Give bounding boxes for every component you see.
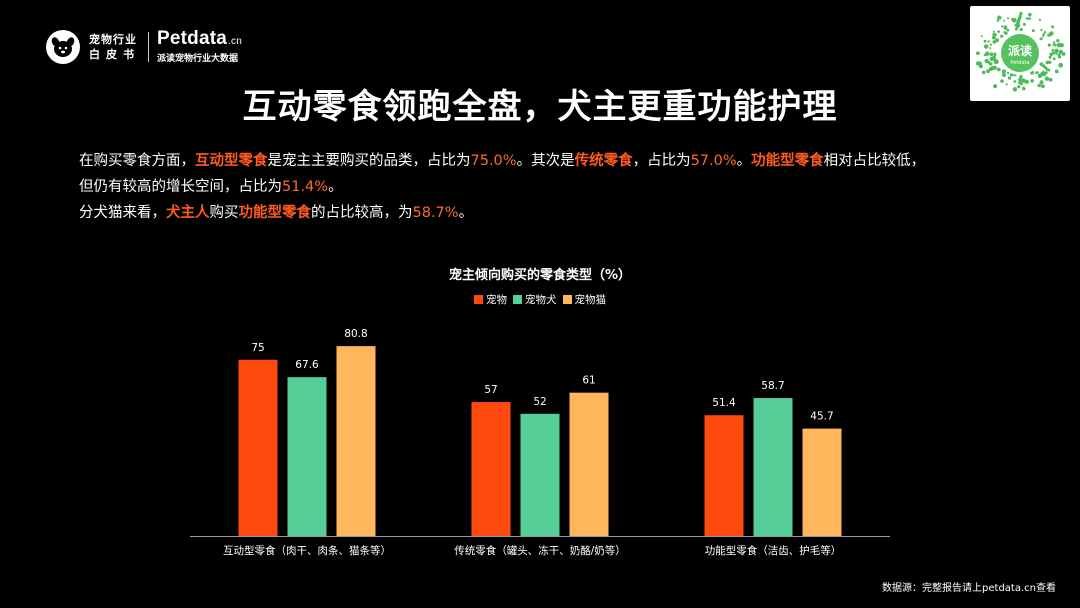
logo-divider (148, 32, 149, 62)
bar-dog-1 (520, 413, 560, 536)
description-text: 。 (328, 179, 343, 195)
brand-block: Petdata.cn 派读宠物行业大数据 (157, 29, 242, 65)
logo-line-1: 宠物行业 (89, 33, 137, 46)
description-text: 购买 (209, 205, 239, 221)
bar-dog-2 (753, 398, 793, 536)
legend-item-dog: 宠物犬 (513, 292, 557, 307)
data-label-pet-1: 57 (484, 384, 497, 396)
brand-logo: 宠物行业 白皮书 Petdata.cn 派读宠物行业大数据 (46, 29, 242, 65)
bar-dog-0 (287, 377, 327, 536)
description: 在购买零食方面，互动型零食是宠主主要购买的品类，占比为75.0%。其次是传统零食… (79, 148, 1019, 226)
highlight-number: 58.7% (412, 205, 459, 221)
bar-cat-2 (802, 428, 842, 536)
x-tick-label-1: 传统零食（罐头、冻干、奶酪/奶等） (454, 544, 626, 557)
highlight-number: 57.0% (690, 153, 737, 169)
qr-code[interactable]: 派读 Petdata (970, 6, 1070, 101)
legend-label-pet: 宠物 (486, 294, 507, 306)
data-label-pet-0: 75 (251, 342, 264, 354)
data-label-dog-1: 52 (533, 396, 546, 408)
highlight-term: 传统零食 (574, 153, 633, 169)
description-text: ，占比为 (632, 153, 691, 169)
data-label-cat-0: 80.8 (344, 328, 367, 340)
description-line-3: 分犬猫来看，犬主人购买功能型零食的占比较高，为58.7%。 (79, 200, 1019, 226)
highlight-term: 功能型零食 (751, 153, 824, 169)
legend-item-cat: 宠物猫 (562, 292, 607, 307)
x-tick-label-0: 互动型零食（肉干、肉条、猫条等） (223, 544, 391, 557)
chart-title: 宠主倾向购买的零食类型（%） (448, 268, 632, 283)
legend-swatch-dog (513, 295, 522, 304)
highlight-term: 犬主人 (166, 205, 210, 221)
description-text: 在购买零食方面， (79, 153, 195, 169)
highlight-term: 功能型零食 (238, 205, 312, 221)
bar-cat-0 (336, 346, 376, 536)
legend-label-cat: 宠物猫 (574, 294, 607, 306)
x-tick-label-2: 功能型零食（洁齿、护毛等） (705, 544, 842, 557)
chart-legend: 宠物 宠物犬 宠物猫 (0, 292, 1080, 307)
bar-pet-0 (238, 359, 278, 536)
data-label-pet-2: 51.4 (712, 397, 736, 409)
page-title: 互动零食领跑全盘，犬主更重功能护理 (242, 87, 838, 127)
logo-line-2: 白皮书 (89, 48, 140, 61)
qr-label: 派读 (1008, 43, 1032, 58)
description-text: 。 (736, 153, 752, 169)
bar-cat-1 (569, 392, 609, 536)
legend-swatch-cat (562, 295, 572, 304)
source-note: 数据源：完整报告请上petdata.cn查看 (882, 583, 1056, 594)
dog-logo-icon (46, 30, 80, 64)
description-text: 是宠主主要购买的品类，占比为 (267, 153, 471, 169)
highlight-term: 互动型零食 (195, 153, 268, 169)
bar-pet-1 (471, 402, 511, 536)
legend-label-dog: 宠物犬 (525, 294, 557, 306)
qr-code-icon: 派读 Petdata (975, 11, 1066, 92)
data-label-cat-1: 61 (582, 375, 595, 387)
brand-subtitle: 派读宠物行业大数据 (157, 54, 239, 64)
description-text: 。 (458, 205, 474, 221)
description-text: 但仍有较高的增长空间，占比为 (79, 179, 282, 195)
description-text: 的占比较高，为 (311, 205, 413, 221)
data-label-dog-0: 67.6 (295, 359, 319, 371)
highlight-number: 75.0% (470, 153, 517, 169)
legend-swatch-pet (474, 295, 483, 304)
brand-suffix: .cn (228, 36, 242, 47)
description-text: 相对占比较低， (823, 153, 926, 169)
description-text: 。其次是 (516, 153, 575, 169)
qr-sub: Petdata (1010, 60, 1029, 66)
logo-text: 宠物行业 白皮书 (89, 32, 140, 62)
brand-name-text: Petdata (157, 28, 228, 49)
bar-pet-2 (704, 415, 744, 536)
brand-name: Petdata.cn (157, 29, 242, 52)
description-line-2: 但仍有较高的增长空间，占比为51.4%。 (79, 174, 1019, 200)
legend-item-pet: 宠物 (474, 292, 507, 307)
description-line-1: 在购买零食方面，互动型零食是宠主主要购买的品类，占比为75.0%。其次是传统零食… (79, 148, 1019, 174)
data-label-cat-2: 45.7 (810, 411, 833, 423)
highlight-number: 51.4% (282, 179, 329, 195)
description-text: 分犬猫来看， (79, 205, 166, 221)
data-label-dog-2: 58.7 (761, 380, 784, 392)
